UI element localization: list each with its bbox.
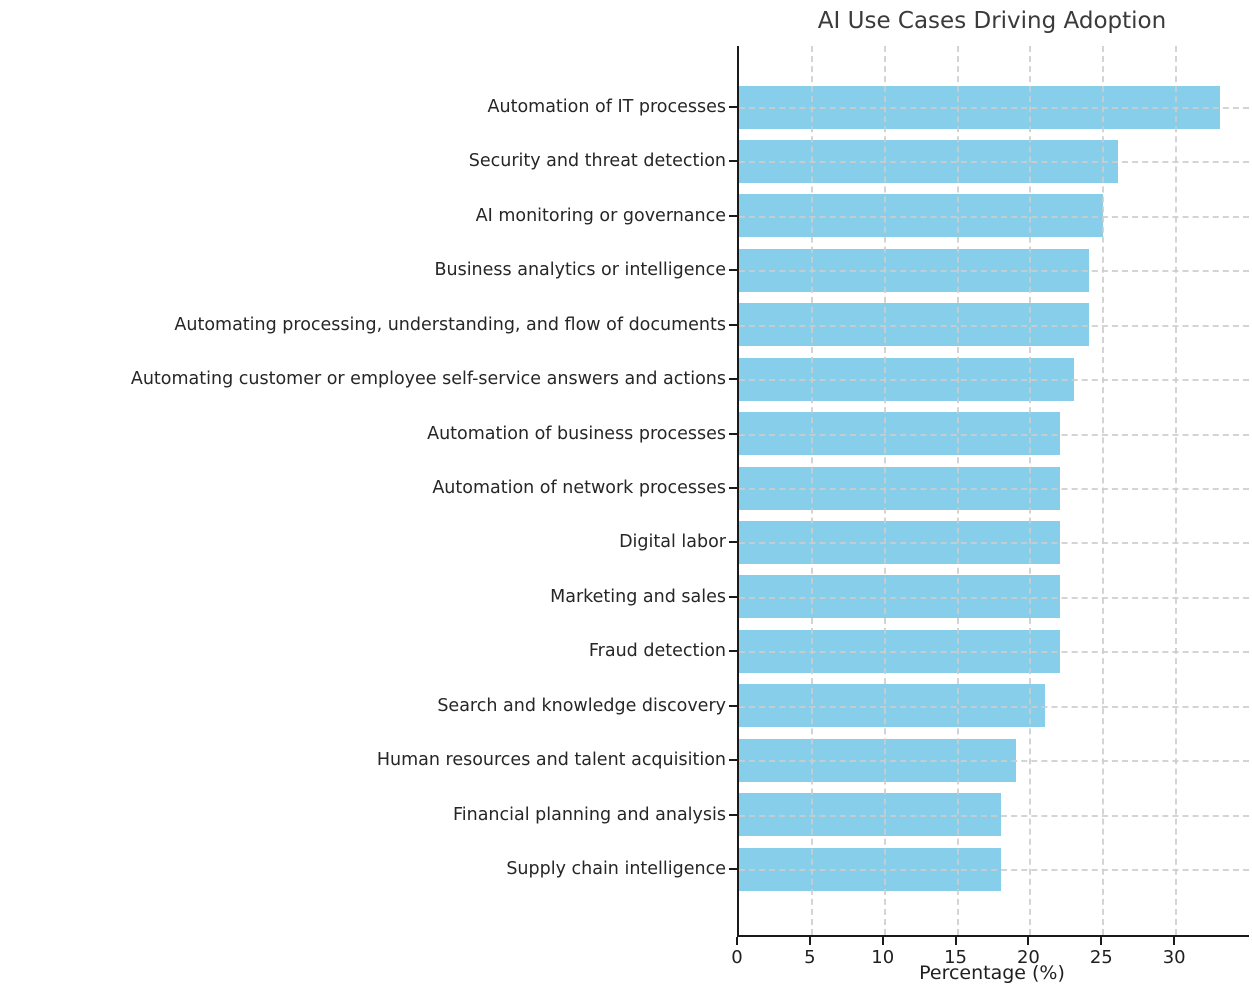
x-tick (954, 937, 957, 945)
y-tick (729, 487, 737, 489)
x-tick (1173, 937, 1176, 945)
y-tick (729, 269, 737, 272)
y-tick (729, 160, 737, 163)
gridline-v (956, 46, 959, 935)
gridline-h (739, 107, 1249, 109)
gridlines-layer (739, 46, 1249, 935)
category-label: Business analytics or intelligence (434, 260, 726, 281)
x-tick-label: 15 (944, 947, 968, 968)
category-label: Automating processing, understanding, an… (174, 314, 726, 335)
y-tick (729, 378, 737, 381)
x-tick-label: 0 (731, 947, 743, 968)
gridline-h (739, 324, 1249, 327)
gridline-h (739, 215, 1249, 218)
plot-area (737, 46, 1249, 937)
y-tick (729, 432, 737, 435)
category-label: Marketing and sales (550, 586, 726, 607)
y-tick (729, 650, 737, 653)
gridline-h (739, 651, 1249, 654)
category-label: AI monitoring or governance (475, 205, 726, 226)
y-tick (729, 106, 737, 108)
gridline-h (739, 760, 1249, 763)
y-tick (729, 595, 737, 598)
y-tick (729, 541, 737, 544)
y-tick (729, 813, 737, 816)
gridline-v (1102, 46, 1105, 935)
category-label: Automation of IT processes (487, 97, 726, 117)
category-label: Fraud detection (588, 641, 726, 662)
x-tick-label: 30 (1162, 947, 1186, 968)
gridline-v (1175, 46, 1178, 935)
gridline-v (883, 46, 886, 935)
category-label: Financial planning and analysis (452, 804, 726, 825)
gridline-h (739, 379, 1249, 382)
category-label: Security and threat detection (468, 151, 726, 172)
gridline-h (739, 705, 1249, 708)
y-tick (729, 704, 737, 707)
x-tick (808, 937, 811, 945)
category-label: Supply chain intelligence (506, 859, 726, 880)
gridline-h (739, 814, 1249, 817)
x-tick-label: 25 (1089, 947, 1113, 968)
y-tick (729, 868, 737, 871)
x-tick (1100, 937, 1103, 945)
category-label: Automating customer or employee self-ser… (130, 369, 726, 390)
chart-title: AI Use Cases Driving Adoption (817, 8, 1167, 34)
gridline-h (739, 433, 1249, 436)
x-tick-label: 5 (804, 947, 816, 968)
x-tick (881, 937, 884, 945)
gridline-h (739, 869, 1249, 872)
gridline-h (739, 270, 1249, 273)
category-label: Automation of network processes (432, 478, 726, 498)
gridline-v (1029, 46, 1032, 935)
gridline-h (739, 596, 1249, 599)
y-tick (729, 759, 737, 762)
y-tick (729, 323, 737, 326)
gridline-h (739, 488, 1249, 490)
category-label: Human resources and talent acquisition (376, 750, 726, 771)
category-label: Digital labor (619, 532, 726, 553)
category-label: Search and knowledge discovery (437, 695, 726, 716)
gridline-h (739, 542, 1249, 545)
category-label: Automation of business processes (427, 423, 726, 444)
gridline-v (810, 46, 813, 935)
x-tick-label: 10 (871, 947, 895, 968)
x-axis-label: Percentage (%) (919, 962, 1065, 984)
x-tick (736, 937, 738, 945)
gridline-h (739, 161, 1249, 164)
x-tick-label: 20 (1016, 947, 1040, 968)
y-tick (729, 214, 737, 217)
x-tick (1027, 937, 1030, 945)
